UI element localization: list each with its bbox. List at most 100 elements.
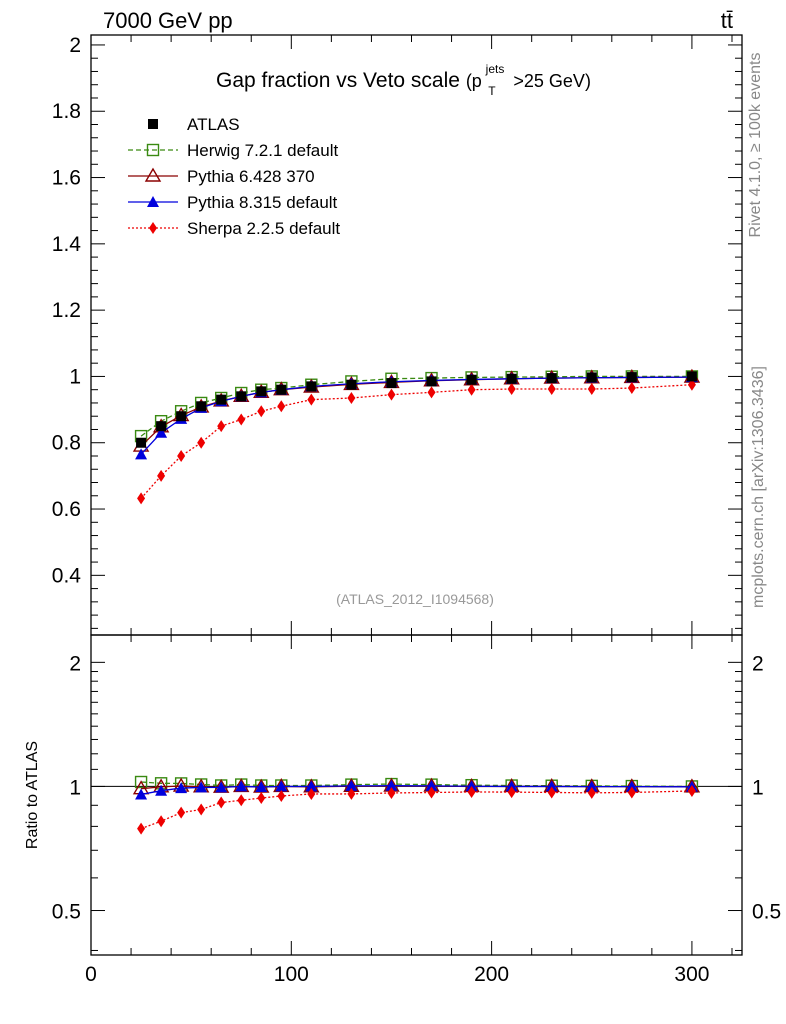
atlas-point: [306, 381, 317, 392]
atlas-point: [586, 372, 597, 383]
sherpa-ratio-point: [257, 792, 266, 805]
sherpa-ratio-point: [157, 815, 166, 828]
sherpa-point: [587, 383, 596, 396]
ratio-panel-frame: [90, 634, 743, 956]
sherpa-ratio-point: [217, 796, 226, 809]
series-layer: [132, 368, 701, 505]
sherpa-point: [347, 391, 356, 404]
sherpa-ratio-point: [427, 786, 436, 799]
pythia8-point: [155, 426, 168, 438]
pythia8-point: [135, 448, 148, 460]
atlas-point: [466, 374, 477, 385]
legend: ATLAS Herwig 7.2.1 default Pythia 6.428 37…: [128, 115, 340, 238]
sherpa-point: [237, 413, 246, 426]
axis-ticks: 0 100 200 300 0.4 0.6 0.8 1 1.2 1.4 1.6 1.8 2 0.5 0.5 1…: [52, 34, 781, 986]
sherpa-point: [467, 383, 476, 396]
legend-marker: [147, 196, 159, 207]
ratio-tick-label-right: 0.5: [752, 901, 781, 924]
atlas-point: [236, 391, 247, 402]
pythia8-ratio-point: [625, 780, 638, 792]
sherpa-ratio-point: [687, 784, 696, 797]
sherpa-point: [687, 378, 696, 391]
legend-label: Herwig 7.2.1 default: [187, 141, 338, 160]
sherpa-ratio-point: [137, 822, 146, 835]
sherpa-point: [257, 405, 266, 418]
sherpa-ratio-point: [467, 785, 476, 798]
legend-label: Pythia 8.315 default: [187, 193, 338, 212]
ratio-tick-label-right: 1: [752, 776, 764, 799]
pythia8-ratio-point: [215, 781, 228, 793]
sherpa-point: [387, 388, 396, 401]
pythia8-ratio-point: [505, 780, 518, 792]
pythia8-ratio-point: [545, 780, 558, 792]
sherpa-ratio-point: [307, 787, 316, 800]
sherpa-point: [197, 436, 206, 449]
atlas-point: [626, 372, 637, 383]
atlas-point: [276, 384, 287, 395]
legend-item-sherpa: Sherpa 2.2.5 default: [128, 219, 340, 238]
atlas-point: [136, 437, 147, 448]
rivet-label: Rivet 4.1.0, ≥ 100k events: [747, 53, 764, 238]
sherpa-point: [217, 420, 226, 433]
sherpa-ratio-point: [347, 787, 356, 800]
legend-marker: [144, 167, 162, 182]
sherpa-ratio-point: [177, 806, 186, 819]
energy-label: 7000 GeV pp: [103, 8, 233, 33]
atlas-point: [426, 376, 437, 387]
sherpa-ratio-point: [387, 786, 396, 799]
atlas-point: [216, 394, 227, 405]
pythia8-ratio-point: [465, 780, 478, 792]
ratio-ylabel: Ratio to ATLAS: [24, 741, 41, 849]
sherpa-ratio-point: [237, 794, 246, 807]
mcplots-label: mcplots.cern.ch [arXiv:1306.3436]: [750, 366, 767, 608]
ratio-tick-label-left: 0.5: [52, 901, 81, 924]
sherpa-point: [307, 393, 316, 406]
legend-label: ATLAS: [187, 115, 240, 134]
sherpa-point: [627, 382, 636, 395]
x-tick-label: 300: [674, 963, 709, 986]
pythia8-ratio-point: [305, 780, 318, 792]
atlas-point: [156, 421, 167, 432]
pythia8-ratio-point: [585, 780, 598, 792]
legend-label: Pythia 6.428 370: [187, 167, 315, 186]
title-rest: >25 GeV): [513, 71, 591, 91]
y-tick-label: 1.6: [52, 167, 81, 190]
x-tick-label: 200: [474, 963, 509, 986]
ratio-tick-label-right: 2: [752, 652, 764, 675]
sherpa-point: [507, 383, 516, 396]
legend-marker: [146, 143, 160, 157]
pythia8-ratio-point: [345, 779, 358, 791]
sherpa-ratio-line: [140, 790, 692, 830]
legend-item-atlas: ATLAS: [148, 115, 240, 134]
pythia8-ratio-point: [275, 780, 288, 792]
pythia8-ratio-point: [255, 780, 268, 792]
pythia8-ratio-point: [195, 781, 208, 793]
pythia8-ratio-point: [175, 782, 188, 794]
process-label: tt̄: [721, 8, 733, 33]
sherpa-line: [140, 384, 692, 499]
sherpa-ratio-point: [627, 786, 636, 799]
atlas-point: [386, 378, 397, 389]
legend-item-pythia8: Pythia 8.315 default: [128, 193, 338, 212]
sherpa-ratio-point: [277, 790, 286, 803]
x-tick-label: 0: [85, 963, 97, 986]
legend-marker: [148, 119, 158, 129]
pythia8-ratio-line: [140, 785, 692, 796]
title-main: Gap fraction vs Veto scale: [216, 69, 460, 92]
sherpa-point: [547, 383, 556, 396]
legend-item-pythia6: Pythia 6.428 370: [128, 167, 315, 186]
y-tick-label: 0.4: [52, 564, 82, 587]
title-superscript: jets: [485, 62, 505, 76]
pythia8-ratio-point: [155, 784, 168, 796]
y-tick-label: 1: [69, 365, 81, 388]
watermark: (ATLAS_2012_I1094568): [336, 591, 494, 607]
ratio-tick-label-left: 2: [69, 652, 81, 675]
sherpa-point: [427, 386, 436, 399]
sherpa-point: [137, 492, 146, 505]
sherpa-ratio-point: [547, 786, 556, 799]
y-tick-label: 2: [69, 34, 81, 57]
y-tick-label: 1.4: [52, 233, 82, 256]
legend-marker: [149, 222, 157, 234]
sherpa-point: [277, 400, 286, 413]
